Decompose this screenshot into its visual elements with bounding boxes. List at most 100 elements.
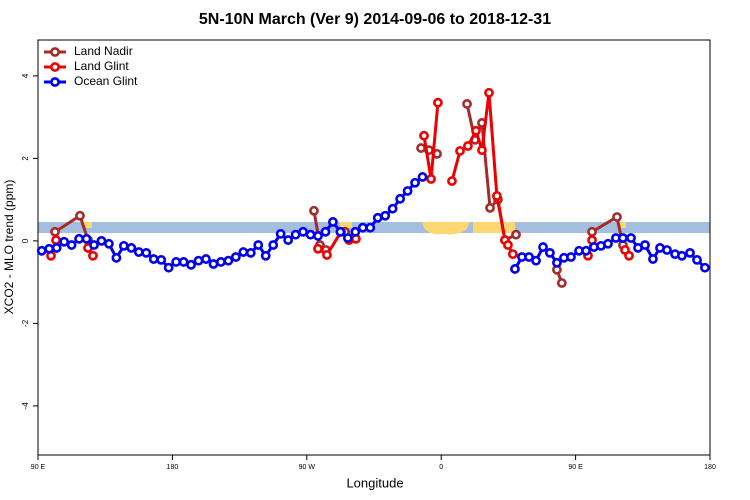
- data-point: [44, 243, 55, 254]
- data-point: [402, 186, 413, 196]
- data-point: [238, 247, 249, 257]
- legend-label: Land Glint: [74, 59, 129, 73]
- y-tick-label: 0: [21, 238, 30, 243]
- data-point: [216, 257, 226, 267]
- data-point: [662, 245, 672, 255]
- data-point: [492, 191, 502, 201]
- data-point: [36, 245, 47, 256]
- x-tick-label: 180: [167, 464, 179, 471]
- data-point: [133, 247, 144, 257]
- x-tick-label: 0: [439, 464, 443, 471]
- data-point: [51, 243, 62, 253]
- data-point: [685, 247, 695, 258]
- data-point: [141, 247, 152, 258]
- data-point: [260, 250, 271, 261]
- data-point: [75, 210, 85, 221]
- legend-marker: [50, 77, 60, 87]
- data-point: [328, 217, 338, 227]
- data-point: [320, 226, 331, 237]
- data-point: [603, 238, 613, 249]
- data-point: [640, 240, 650, 250]
- plot-frame: [37, 39, 711, 456]
- data-point: [507, 249, 518, 260]
- data-point: [298, 226, 308, 237]
- land-patch: [422, 222, 470, 235]
- data-point: [612, 212, 622, 222]
- legend-label: Ocean Glint: [74, 74, 138, 88]
- x-tick-label: 90 E: [31, 464, 46, 471]
- legend-marker: [50, 62, 60, 72]
- data-point: [163, 262, 174, 273]
- data-point: [538, 242, 548, 252]
- data-point: [463, 141, 473, 151]
- data-point: [511, 229, 521, 240]
- data-point: [275, 228, 286, 239]
- data-point: [193, 255, 204, 266]
- data-point: [410, 177, 420, 188]
- data-point: [624, 250, 634, 261]
- data-point: [433, 97, 443, 108]
- data-point: [186, 259, 196, 270]
- land-patch: [473, 222, 515, 233]
- data-point: [587, 226, 597, 237]
- data-point: [700, 262, 710, 273]
- data-point: [245, 247, 256, 258]
- data-point: [178, 257, 189, 267]
- data-point: [51, 235, 61, 245]
- data-point: [357, 222, 368, 233]
- data-point: [677, 250, 687, 261]
- data-point: [96, 235, 107, 246]
- x-tick-label: 90 W: [299, 464, 316, 471]
- data-point: [342, 233, 353, 243]
- data-point: [447, 176, 457, 186]
- data-point: [50, 226, 60, 237]
- data-point: [335, 226, 346, 237]
- data-point: [59, 236, 70, 247]
- data-point: [223, 255, 234, 266]
- data-point: [545, 247, 555, 258]
- data-point: [313, 231, 323, 241]
- data-point: [581, 245, 591, 256]
- data-point: [426, 174, 436, 184]
- land-patch: [84, 222, 92, 228]
- data-point: [208, 259, 219, 269]
- y-tick-label: -4: [21, 402, 30, 410]
- data-point: [455, 146, 465, 156]
- data-point: [618, 233, 628, 243]
- data-point: [201, 254, 211, 264]
- x-tick-label: 90 E: [568, 464, 583, 471]
- x-axis-label: Longitude: [346, 475, 403, 490]
- data-point: [156, 254, 167, 265]
- data-point: [283, 235, 294, 245]
- data-point: [552, 257, 562, 268]
- x-tick-label: 180: [704, 464, 716, 471]
- data-point: [626, 233, 636, 243]
- data-point: [648, 254, 658, 264]
- data-point: [148, 254, 159, 264]
- data-point: [556, 278, 567, 288]
- land-patch: [618, 222, 626, 228]
- y-tick-label: 2: [21, 156, 30, 161]
- data-point: [524, 252, 534, 262]
- data-point: [484, 87, 494, 98]
- data-point: [395, 193, 406, 204]
- data-point: [268, 240, 279, 250]
- data-point: [118, 240, 129, 251]
- data-point: [111, 252, 122, 263]
- data-point: [104, 238, 114, 249]
- data-point: [419, 130, 429, 141]
- data-point: [477, 145, 487, 156]
- data-point: [531, 255, 541, 266]
- data-point: [313, 243, 323, 254]
- data-point: [309, 205, 319, 216]
- data-point: [290, 229, 301, 240]
- legend-label: Land Nadir: [74, 44, 133, 58]
- data-point: [462, 99, 472, 109]
- data-point: [81, 233, 92, 244]
- data-point: [322, 250, 332, 260]
- y-tick-label: 4: [21, 73, 30, 78]
- chart-title: 5N-10N March (Ver 9) 2014-09-06 to 2018-…: [199, 11, 551, 28]
- data-point: [503, 240, 513, 250]
- data-point: [417, 172, 428, 182]
